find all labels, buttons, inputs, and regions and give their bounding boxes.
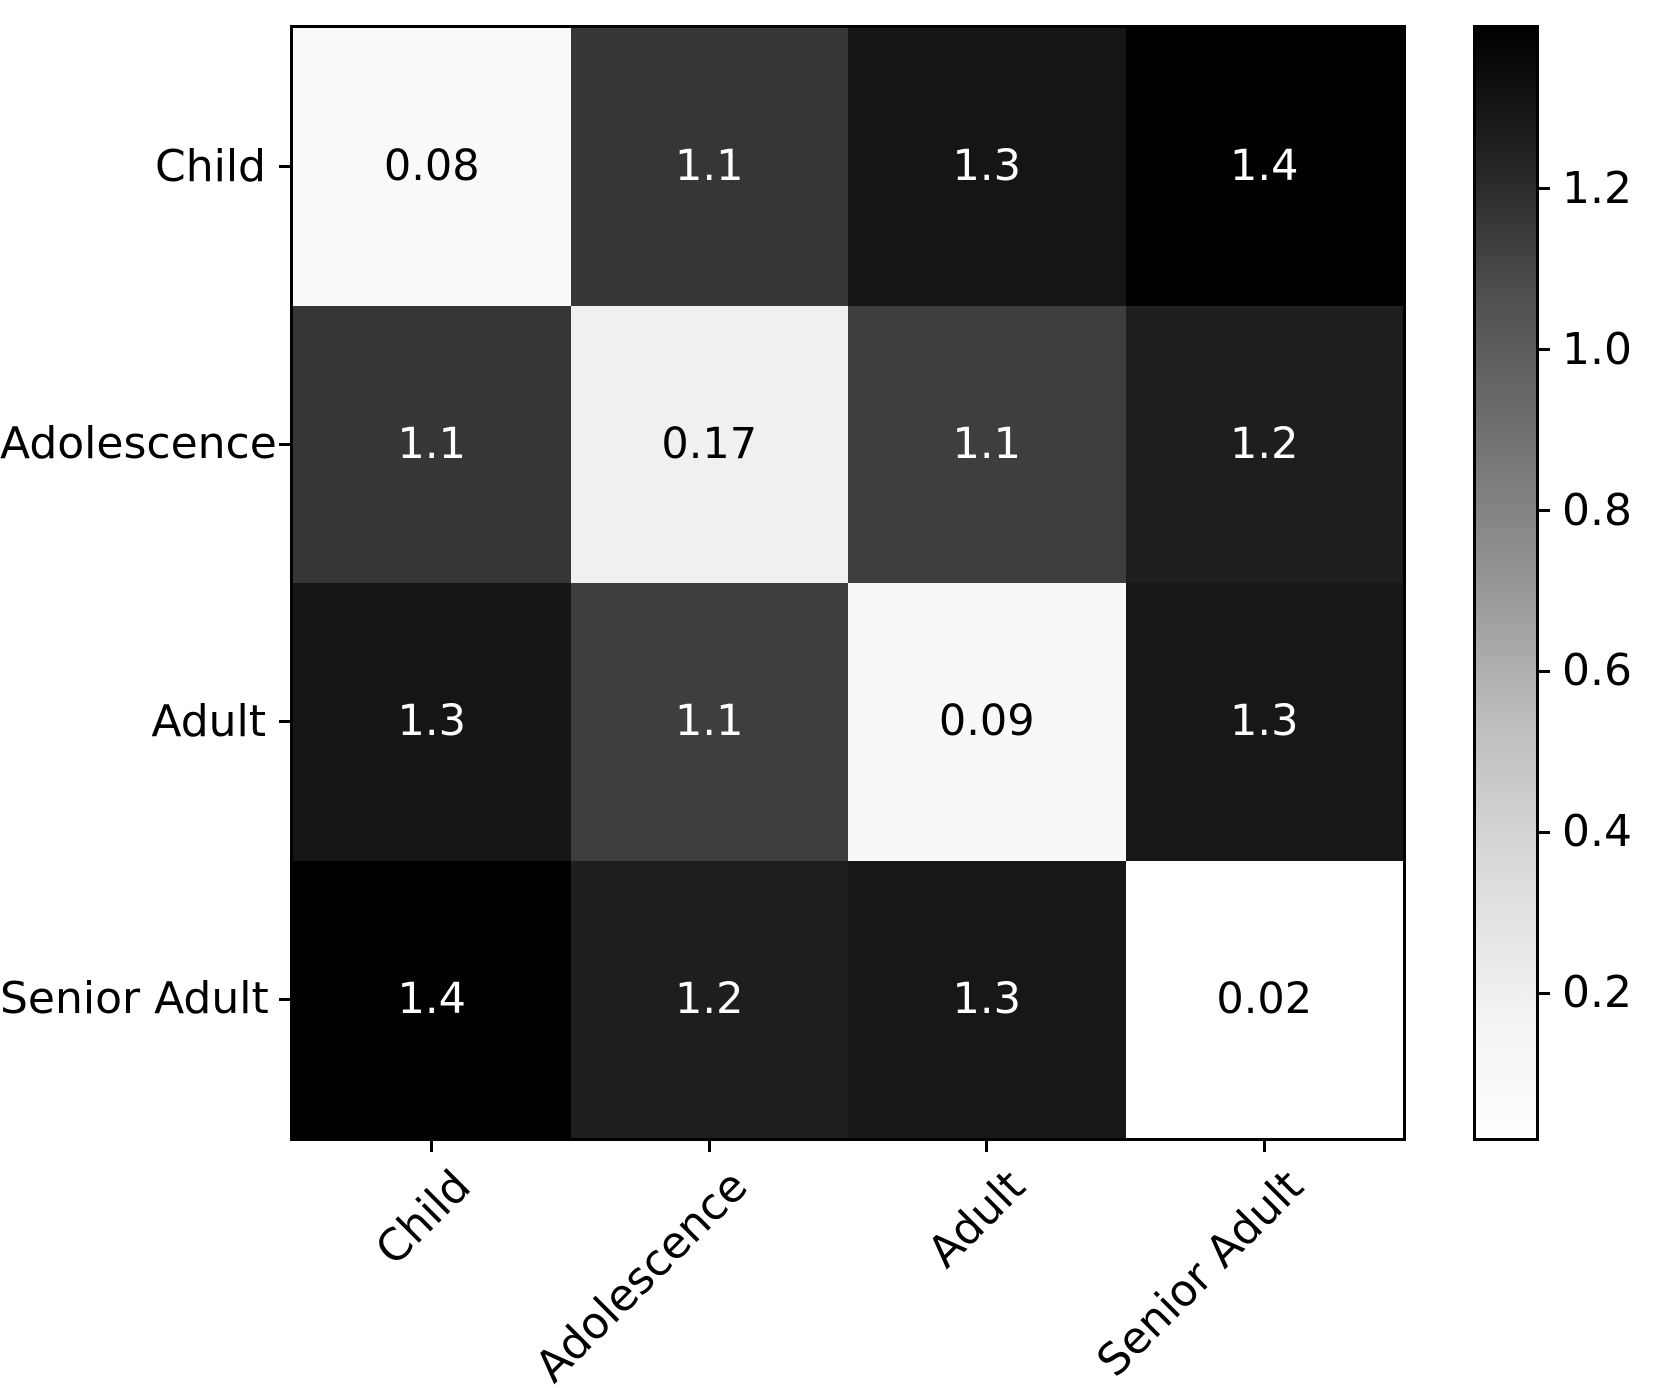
heatmap-cell: 1.3 [848,860,1126,1138]
heatmap-cell: 1.1 [293,305,571,583]
cell-value: 0.17 [661,418,758,469]
colorbar-tick [1536,348,1550,352]
x-tick [707,1138,711,1152]
heatmap: 0.08 1.1 1.3 1.4 1.1 0.17 1.1 1.2 1.3 1.1 0.09 1.3 1… [290,25,1406,1141]
colorbar-tick [1536,187,1550,191]
x-tick [985,1138,989,1152]
x-tick [430,1138,434,1152]
x-tick-label: Adolescence [526,1160,758,1388]
heatmap-cell: 1.1 [848,305,1126,583]
x-tick-label: Senior Adult [1086,1160,1313,1387]
heatmap-cell: 1.2 [570,860,848,1138]
heatmap-cell: 0.09 [848,583,1126,861]
y-tick [279,442,293,446]
cell-value: 1.4 [1230,141,1299,192]
heatmap-cell: 0.02 [1125,860,1403,1138]
heatmap-cell: 1.3 [848,28,1126,306]
heatmap-cell: 0.08 [293,28,571,306]
colorbar-tick-label: 0.8 [1562,484,1632,536]
heatmap-cell: 1.4 [293,860,571,1138]
cell-value: 1.1 [952,418,1021,469]
cell-value: 0.09 [938,696,1035,747]
cell-value: 1.3 [952,973,1021,1024]
colorbar-tick-label: 1.0 [1562,323,1632,375]
y-tick [279,997,293,1001]
colorbar-tick [1536,830,1550,834]
cell-value: 0.08 [383,141,480,192]
cell-value: 1.2 [1230,418,1299,469]
y-tick-label: Adolescence [0,418,277,470]
colorbar-tick-label: 1.2 [1562,162,1632,214]
y-tick-label: Child [155,140,266,192]
cell-value: 1.2 [675,973,744,1024]
heatmap-cell: 0.17 [570,305,848,583]
y-tick-label: Adult [151,695,266,747]
heatmap-cell: 1.2 [1125,305,1403,583]
heatmap-cell: 1.3 [1125,583,1403,861]
cell-value: 1.1 [675,696,744,747]
x-tick-label: Adult [918,1160,1036,1278]
x-tick [1262,1138,1266,1152]
x-tick-label: Child [365,1160,481,1276]
colorbar-tick-label: 0.4 [1562,806,1632,858]
y-tick-label: Senior Adult [0,973,269,1025]
heatmap-cell: 1.4 [1125,28,1403,306]
colorbar-tick-label: 0.2 [1562,967,1632,1019]
cell-value: 1.3 [397,696,466,747]
colorbar-tick [1536,991,1550,995]
heatmap-cell: 1.1 [570,28,848,306]
cell-value: 0.02 [1216,973,1313,1024]
cell-value: 1.1 [675,141,744,192]
y-tick [279,165,293,169]
cell-value: 1.1 [397,418,466,469]
colorbar [1473,25,1539,1141]
cell-value: 1.3 [1230,696,1299,747]
colorbar-tick-label: 0.6 [1562,645,1632,697]
cell-value: 1.3 [952,141,1021,192]
colorbar-tick [1536,509,1550,513]
heatmap-cell: 1.3 [293,583,571,861]
heatmap-cell: 1.1 [570,583,848,861]
y-tick [279,720,293,724]
colorbar-tick [1536,669,1550,673]
cell-value: 1.4 [397,973,466,1024]
